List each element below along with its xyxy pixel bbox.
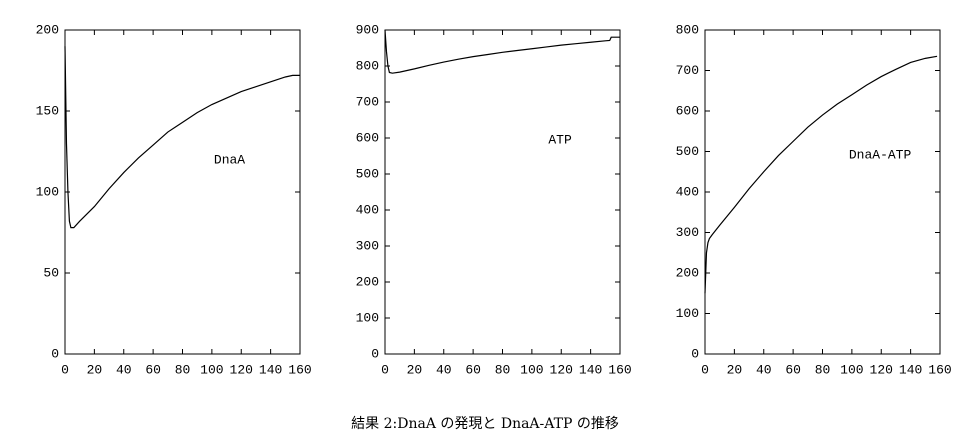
x-tick-label: 160 — [928, 362, 951, 377]
x-tick-label: 0 — [701, 362, 709, 377]
x-tick-label: 0 — [381, 362, 389, 377]
y-tick-label: 200 — [676, 265, 699, 280]
y-tick-label: 800 — [356, 58, 379, 73]
caption: 結果 2:DnaA の発現と DnaA-ATP の推移 — [351, 416, 619, 432]
y-tick-label: 150 — [36, 103, 59, 118]
y-tick-label: 500 — [356, 166, 379, 181]
series-label: ATP — [548, 132, 572, 147]
y-tick-label: 600 — [356, 130, 379, 145]
plot-frame — [384, 29, 621, 355]
y-tick-label: 0 — [51, 346, 59, 361]
x-tick-label: 140 — [899, 362, 922, 377]
plot-frame — [704, 29, 941, 355]
y-tick-label: 700 — [676, 63, 699, 78]
x-tick-label: 160 — [288, 362, 311, 377]
x-tick-label: 80 — [495, 362, 511, 377]
x-tick-label: 0 — [61, 362, 69, 377]
series-label: DnaA — [214, 152, 245, 167]
y-tick-label: 700 — [356, 94, 379, 109]
y-tick-label: 300 — [356, 238, 379, 253]
y-tick-label: 600 — [676, 103, 699, 118]
y-tick-label: 0 — [691, 346, 699, 361]
x-tick-label: 120 — [230, 362, 253, 377]
x-tick-label: 120 — [550, 362, 573, 377]
y-tick-label: 500 — [676, 144, 699, 159]
x-tick-label: 40 — [756, 362, 772, 377]
y-tick-label: 400 — [356, 202, 379, 217]
y-tick-label: 900 — [356, 22, 379, 37]
y-tick-label: 400 — [676, 184, 699, 199]
y-tick-label: 300 — [676, 225, 699, 240]
x-tick-label: 20 — [87, 362, 103, 377]
x-tick-label: 40 — [436, 362, 452, 377]
x-tick-label: 20 — [407, 362, 423, 377]
x-tick-label: 60 — [145, 362, 161, 377]
x-tick-label: 140 — [579, 362, 602, 377]
x-tick-label: 80 — [815, 362, 831, 377]
data-line — [64, 46, 300, 229]
y-tick-label: 800 — [676, 22, 699, 37]
x-tick-label: 20 — [727, 362, 743, 377]
y-tick-label: 50 — [43, 265, 59, 280]
x-tick-label: 160 — [608, 362, 631, 377]
series-label: DnaA-ATP — [849, 147, 912, 162]
plot-frame — [64, 29, 301, 355]
x-tick-label: 60 — [785, 362, 801, 377]
x-tick-label: 40 — [116, 362, 132, 377]
x-tick-label: 60 — [465, 362, 481, 377]
x-tick-label: 80 — [175, 362, 191, 377]
x-tick-label: 140 — [259, 362, 282, 377]
x-tick-label: 100 — [200, 362, 223, 377]
y-tick-label: 100 — [356, 310, 379, 325]
x-tick-label: 100 — [840, 362, 863, 377]
x-tick-label: 100 — [520, 362, 543, 377]
data-line — [704, 55, 938, 294]
x-tick-label: 120 — [870, 362, 893, 377]
y-tick-label: 0 — [371, 346, 379, 361]
y-tick-label: 200 — [356, 274, 379, 289]
y-tick-label: 200 — [36, 22, 59, 37]
y-tick-label: 100 — [676, 306, 699, 321]
y-tick-label: 100 — [36, 184, 59, 199]
data-line — [384, 29, 620, 74]
